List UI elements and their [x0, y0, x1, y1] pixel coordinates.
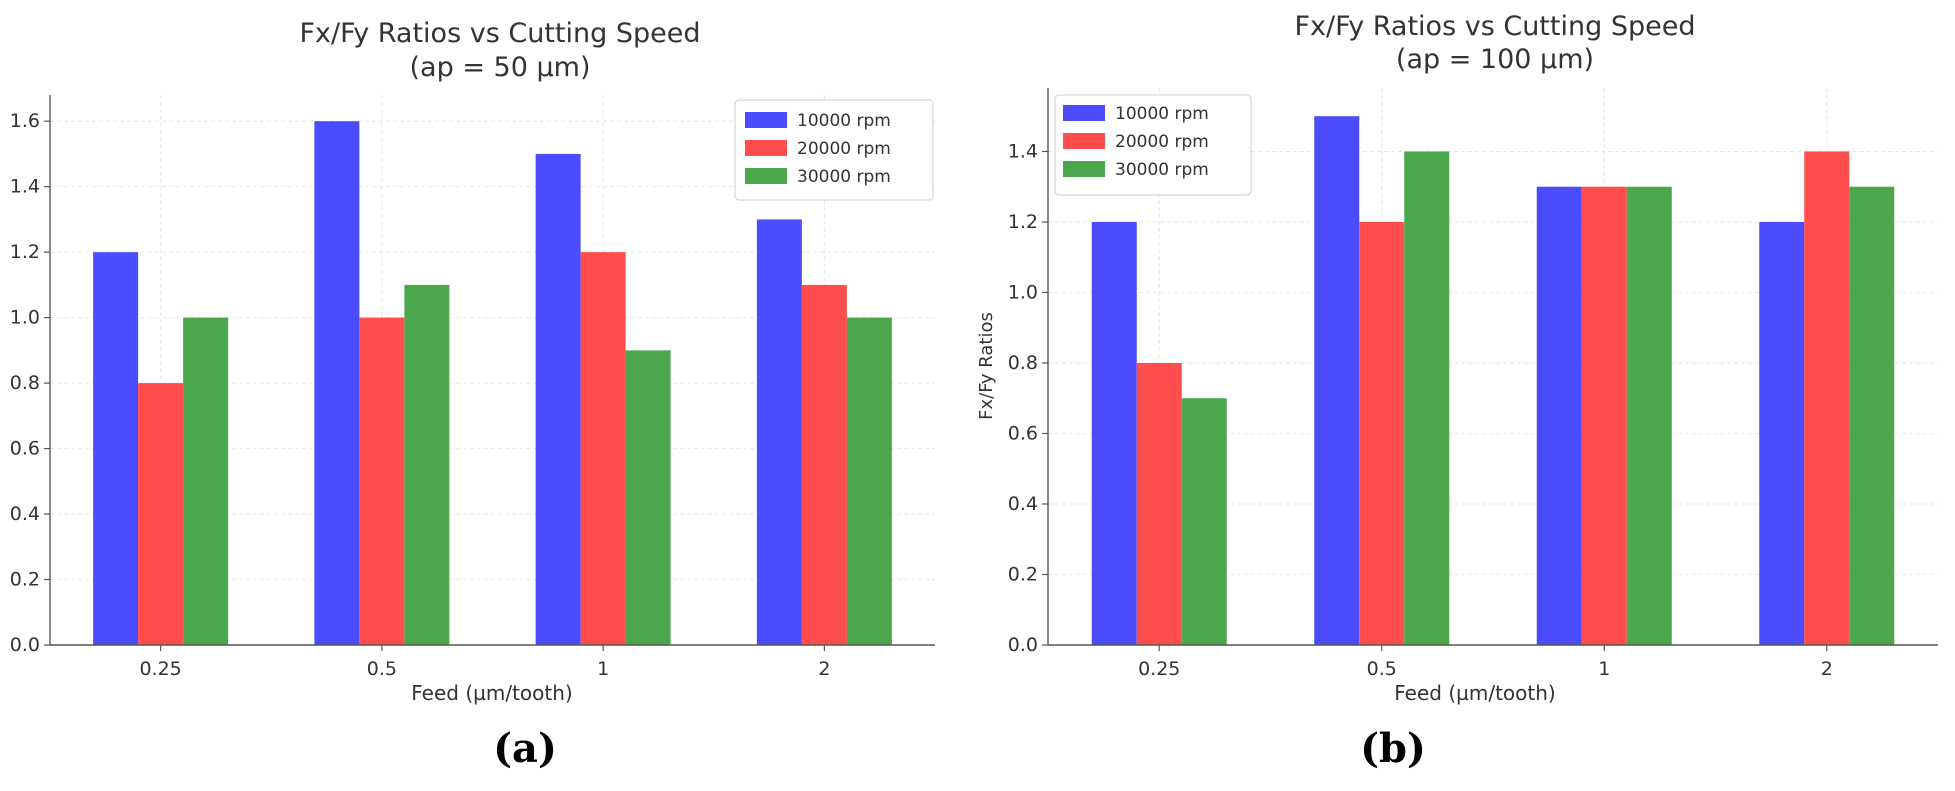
bar	[1091, 221, 1137, 645]
bar	[1581, 186, 1627, 645]
y-tick-label: 0.2	[1008, 563, 1038, 585]
y-tick-label: 1.4	[10, 176, 40, 198]
bar	[535, 153, 581, 645]
bar	[404, 284, 450, 645]
legend-swatch	[1063, 133, 1105, 149]
legend-label: 10000 rpm	[797, 111, 891, 131]
x-tick-label: 1	[1598, 658, 1610, 680]
y-tick-label: 0.2	[10, 569, 40, 591]
bar	[359, 317, 405, 645]
y-tick-label: 0.0	[10, 634, 40, 656]
x-tick-label: 2	[818, 658, 830, 680]
bar	[183, 317, 229, 645]
y-tick-label: 0.4	[10, 503, 40, 525]
bar	[756, 219, 802, 645]
y-tick-label: 1.2	[1008, 211, 1038, 233]
legend-swatch	[1063, 161, 1105, 177]
y-tick-label: 0.8	[10, 372, 40, 394]
x-tick-label: 0.5	[367, 658, 397, 680]
chart-b-title: Fx/Fy Ratios vs Cutting Speed	[1295, 11, 1696, 42]
chart-b-bars	[1091, 116, 1895, 646]
chart-b-axes	[1047, 88, 1938, 646]
y-tick-label: 1.0	[10, 307, 40, 329]
y-tick-label: 0.8	[1008, 352, 1038, 374]
y-tick-label: 1.6	[10, 110, 40, 132]
legend-label: 30000 rpm	[1115, 160, 1209, 180]
y-tick-label: 1.4	[1008, 140, 1038, 162]
legend-swatch	[745, 168, 787, 184]
chart-a-subtitle: (ap = 50 µm)	[410, 52, 591, 83]
bar	[1136, 362, 1182, 645]
bar	[1536, 186, 1582, 645]
legend-swatch	[745, 112, 787, 128]
chart-b-subtitle: (ap = 100 µm)	[1396, 44, 1594, 75]
x-tick-label: 0.25	[1138, 658, 1180, 680]
bar	[1359, 221, 1405, 645]
y-tick-label: 0.4	[1008, 493, 1038, 515]
panel-label-b: (b)	[1360, 725, 1426, 772]
y-tick-label: 1.0	[1008, 281, 1038, 303]
y-tick-label: 0.6	[1008, 422, 1038, 444]
chart-a-y-ticks: 0.0 0.2 0.4 0.6 0.8 1.0 1.2 1.4 1.6	[10, 110, 50, 656]
chart-a-x-axis-label: Feed (µm/tooth)	[411, 681, 572, 705]
legend-label: 20000 rpm	[797, 139, 891, 159]
bar	[138, 383, 184, 645]
bar	[801, 284, 847, 645]
y-tick-label: 1.2	[10, 241, 40, 263]
bar	[625, 350, 671, 645]
x-tick-label: 0.25	[139, 658, 181, 680]
chart-a-x-ticks: 0.25 0.5 1 2	[139, 645, 830, 680]
x-tick-label: 0.5	[1367, 658, 1397, 680]
chart-b-legend: 10000 rpm 20000 rpm 30000 rpm	[1054, 94, 1252, 196]
chart-b-x-ticks: 0.25 0.5 1 2	[1138, 645, 1833, 680]
legend-label: 10000 rpm	[1115, 104, 1209, 124]
chart-b-y-axis-label: Fx/Fy Ratios	[976, 312, 997, 420]
y-tick-label: 0.0	[1008, 634, 1038, 656]
x-tick-label: 2	[1821, 658, 1833, 680]
bar	[580, 252, 626, 645]
legend-swatch	[1063, 105, 1105, 121]
bar	[846, 317, 892, 645]
chart-a-bars	[93, 121, 892, 645]
legend-label: 30000 rpm	[797, 167, 891, 187]
bar	[1626, 186, 1672, 645]
legend-label: 20000 rpm	[1115, 132, 1209, 152]
chart-b: Fx/Fy Ratios vs Cutting Speed (ap = 100 …	[976, 11, 1938, 772]
chart-b-y-ticks: 0.0 0.2 0.4 0.6 0.8 1.0 1.2 1.4	[1008, 140, 1048, 656]
chart-a: Fx/Fy Ratios vs Cutting Speed (ap = 50 µ…	[10, 18, 935, 772]
bar	[1314, 116, 1360, 646]
bar	[314, 121, 360, 645]
y-tick-label: 0.6	[10, 438, 40, 460]
legend-swatch	[745, 140, 787, 156]
x-tick-label: 1	[597, 658, 609, 680]
chart-a-legend: 10000 rpm 20000 rpm 30000 rpm	[734, 99, 934, 201]
bar	[1804, 151, 1850, 646]
panel-label-a: (a)	[493, 725, 557, 772]
bar	[1404, 151, 1450, 646]
bar	[1181, 398, 1227, 645]
bar	[1849, 186, 1895, 645]
chart-b-x-axis-label: Feed (µm/tooth)	[1394, 681, 1555, 705]
chart-a-title: Fx/Fy Ratios vs Cutting Speed	[300, 18, 701, 49]
bar	[93, 252, 139, 645]
bar	[1759, 221, 1805, 645]
